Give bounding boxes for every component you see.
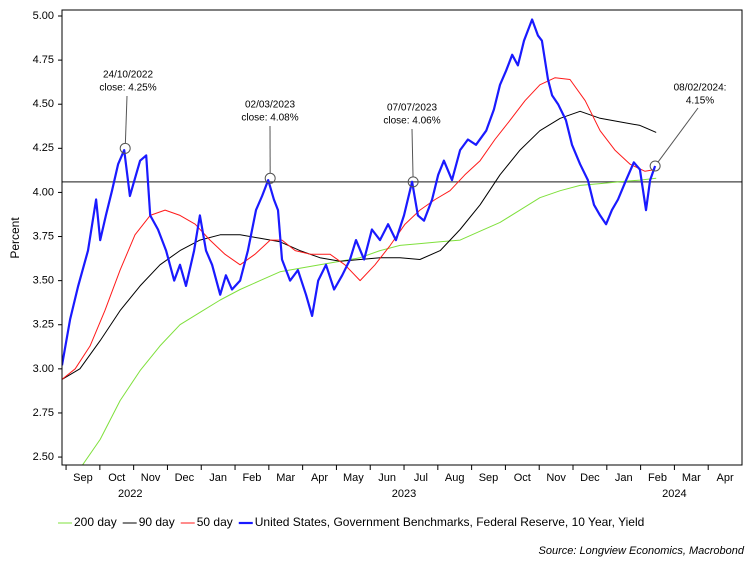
series-line	[62, 110, 657, 380]
year-label: 2022	[118, 488, 142, 500]
year-label: 2023	[392, 488, 416, 500]
annotation-point	[264, 172, 276, 184]
plot-area	[62, 18, 742, 465]
y-tick-label: 5.00	[33, 10, 54, 22]
y-tick-label: 3.00	[33, 363, 54, 375]
y-tick-label: 3.50	[33, 275, 54, 287]
y-tick-label: 4.00	[33, 186, 54, 198]
y-tick-label: 2.50	[33, 451, 54, 463]
plot-frame	[61, 9, 743, 466]
legend-label: 200 day	[74, 515, 117, 529]
x-tick-label: Jan	[209, 472, 227, 484]
x-tick-label: May	[343, 472, 364, 484]
y-tick-label: 3.25	[33, 319, 54, 331]
y-tick-label: 2.75	[33, 407, 54, 419]
series-line	[81, 177, 657, 465]
y-tick-label: 4.50	[33, 98, 54, 110]
annotation-point	[407, 176, 419, 188]
annotation-point	[649, 160, 661, 172]
x-tick-label: Feb	[242, 472, 261, 484]
annotation-label: close: 4.25%	[99, 83, 156, 94]
x-tick-label: Mar	[276, 472, 295, 484]
x-tick-label: Apr	[717, 472, 734, 484]
annotation-point	[119, 142, 131, 154]
series-line	[62, 77, 656, 380]
legend-label: United States, Government Benchmarks, Fe…	[255, 515, 645, 529]
annotation-label: 4.15%	[686, 96, 714, 107]
x-tick-label: Sep	[479, 472, 499, 484]
x-tick-label: Jun	[378, 472, 396, 484]
y-axis-label: Percent	[8, 217, 22, 259]
x-tick-label: Sep	[73, 472, 93, 484]
annotation-date: 07/07/2023	[387, 103, 437, 114]
annotation-date: 02/03/2023	[245, 100, 295, 111]
x-tick-label: Oct	[514, 472, 531, 484]
annotation-leader	[124, 95, 128, 144]
x-tick-label: Apr	[311, 472, 328, 484]
x-tick-label: Dec	[175, 472, 195, 484]
annotation-label: close: 4.08%	[241, 113, 298, 124]
y-tick-label: 3.75	[33, 230, 54, 242]
x-tick-label: Jan	[615, 472, 633, 484]
x-tick-label: Nov	[141, 472, 161, 484]
y-tick-label: 4.25	[33, 142, 54, 154]
x-tick-label: Dec	[580, 472, 600, 484]
annotation-date: 24/10/2022	[103, 70, 153, 81]
annotation-leader	[657, 107, 699, 163]
annotation-label: close: 4.06%	[383, 116, 440, 127]
annotation-leader	[411, 128, 414, 177]
x-tick-label: Aug	[445, 472, 465, 484]
year-label: 2024	[662, 488, 686, 500]
annotation-date: 08/02/2024:	[674, 83, 727, 94]
legend-label: 90 day	[139, 515, 175, 529]
source: Source: Longview Economics, Macrobond	[539, 545, 745, 557]
y-tick-label: 4.75	[33, 54, 54, 66]
x-tick-label: Nov	[546, 472, 566, 484]
legend-label: 50 day	[197, 515, 233, 529]
x-tick-label: Oct	[108, 472, 125, 484]
x-tick-label: Jul	[414, 472, 428, 484]
x-tick-label: Feb	[648, 472, 667, 484]
x-tick-label: Mar	[682, 472, 701, 484]
series-line	[62, 18, 657, 366]
